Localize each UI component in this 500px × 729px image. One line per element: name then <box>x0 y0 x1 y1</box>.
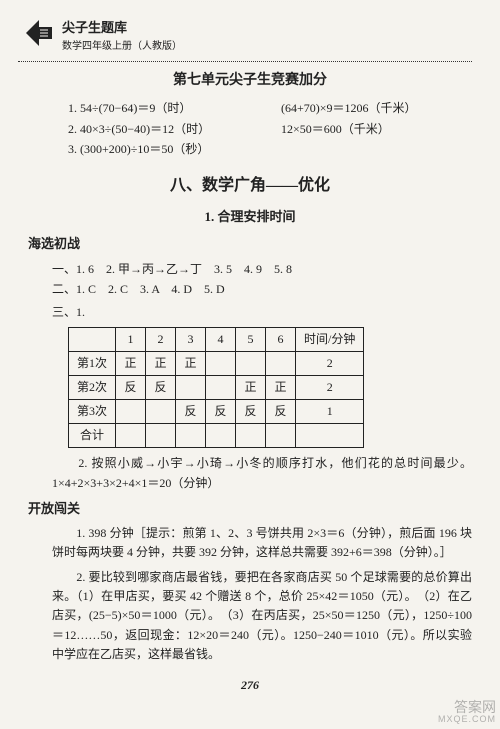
table-cell: 合计 <box>69 424 116 448</box>
book-subtitle: 数学四年级上册（人教版） <box>62 39 472 55</box>
table-cell: 反 <box>236 400 266 424</box>
answers-block: 一、1. 6 2. 甲→丙→乙→丁 3. 5 4. 9 5. 8 二、1. C … <box>52 259 472 300</box>
table-cell: 正 <box>146 351 176 375</box>
watermark-line1: 答案网 <box>438 700 496 715</box>
paragraph-398: 1. 398 分钟［提示：煎第 1、2、3 号饼共用 2×3＝6（分钟），煎后面… <box>52 524 472 562</box>
watermark-line2: MXQE.COM <box>438 715 496 725</box>
table-cell <box>146 424 176 448</box>
answers-yi: 一、1. 6 2. 甲→丙→乙→丁 3. 5 4. 9 5. 8 <box>52 259 472 279</box>
table-cell <box>206 424 236 448</box>
table-row: 合计 <box>69 424 364 448</box>
table-cell <box>116 400 146 424</box>
calc-block: 1. 54÷(70−64)＝9（时） (64+70)×9＝1206（千米） 2.… <box>68 98 472 159</box>
table-cell <box>176 375 206 399</box>
section-title: 八、数学广角——优化 <box>28 173 472 199</box>
table-row: 第1次 正 正 正 2 <box>69 351 364 375</box>
table-cell <box>266 424 296 448</box>
table-cell <box>176 424 206 448</box>
table-cell: 正 <box>266 375 296 399</box>
table-cell: 1 <box>296 400 364 424</box>
table-cell: 反 <box>266 400 296 424</box>
table-cell <box>116 424 146 448</box>
paragraph-shop: 2. 要比较到哪家商店最省钱，要把在各家商店买 50 个足球需要的总价算出来。（… <box>52 568 472 664</box>
table-cell: 正 <box>236 375 266 399</box>
book-title: 尖子生题库 <box>62 18 472 39</box>
watermark: 答案网 MXQE.COM <box>438 700 496 725</box>
table-cell <box>236 351 266 375</box>
table-cell: 2 <box>296 375 364 399</box>
table-cell: 正 <box>176 351 206 375</box>
schedule-table: 1 2 3 4 5 6 时间/分钟 第1次 正 正 正 2 第2次 反 反 正 … <box>68 327 364 449</box>
table-cell <box>146 400 176 424</box>
table-cell <box>266 351 296 375</box>
table-cell: 4 <box>206 327 236 351</box>
san-label: 三、1. <box>52 303 472 322</box>
calc-1a: 1. 54÷(70−64)＝9（时） <box>68 98 278 118</box>
table-cell <box>296 424 364 448</box>
sub-title: 1. 合理安排时间 <box>28 207 472 228</box>
kaifang-heading: 开放闯关 <box>28 499 472 520</box>
table-cell <box>206 375 236 399</box>
table-cell: 第2次 <box>69 375 116 399</box>
table-cell: 反 <box>206 400 236 424</box>
answers-er: 二、1. C 2. C 3. A 4. D 5. D <box>52 279 472 299</box>
paragraph-order: 2. 按照小威→小宇→小琦→小冬的顺序打水，他们花的总时间最少。1×4+2×3+… <box>52 454 472 492</box>
calc-3: 3. (300+200)÷10＝50（秒） <box>68 139 472 159</box>
calc-2a: 2. 40×3÷(50−40)＝12（时） <box>68 119 278 139</box>
table-cell: 时间/分钟 <box>296 327 364 351</box>
table-cell: 2 <box>146 327 176 351</box>
table-cell <box>69 327 116 351</box>
page-number: 276 <box>28 676 472 695</box>
table-row: 1 2 3 4 5 6 时间/分钟 <box>69 327 364 351</box>
divider <box>18 61 472 62</box>
table-cell <box>236 424 266 448</box>
table-cell: 3 <box>176 327 206 351</box>
table-cell: 正 <box>116 351 146 375</box>
table-cell: 第3次 <box>69 400 116 424</box>
table-cell <box>206 351 236 375</box>
bonus-title: 第七单元尖子生竞赛加分 <box>28 70 472 92</box>
table-cell: 反 <box>176 400 206 424</box>
arrow-icon <box>22 16 56 50</box>
table-row: 第2次 反 反 正 正 2 <box>69 375 364 399</box>
page-header: 尖子生题库 数学四年级上册（人教版） <box>28 18 472 55</box>
calc-1b: (64+70)×9＝1206（千米） <box>281 98 417 118</box>
calc-2b: 12×50＝600（千米） <box>281 119 390 139</box>
table-cell: 反 <box>116 375 146 399</box>
table-cell: 5 <box>236 327 266 351</box>
table-cell: 1 <box>116 327 146 351</box>
table-cell: 反 <box>146 375 176 399</box>
table-row: 第3次 反 反 反 反 1 <box>69 400 364 424</box>
table-cell: 2 <box>296 351 364 375</box>
table-cell: 第1次 <box>69 351 116 375</box>
haixuan-heading: 海选初战 <box>28 234 472 255</box>
table-cell: 6 <box>266 327 296 351</box>
